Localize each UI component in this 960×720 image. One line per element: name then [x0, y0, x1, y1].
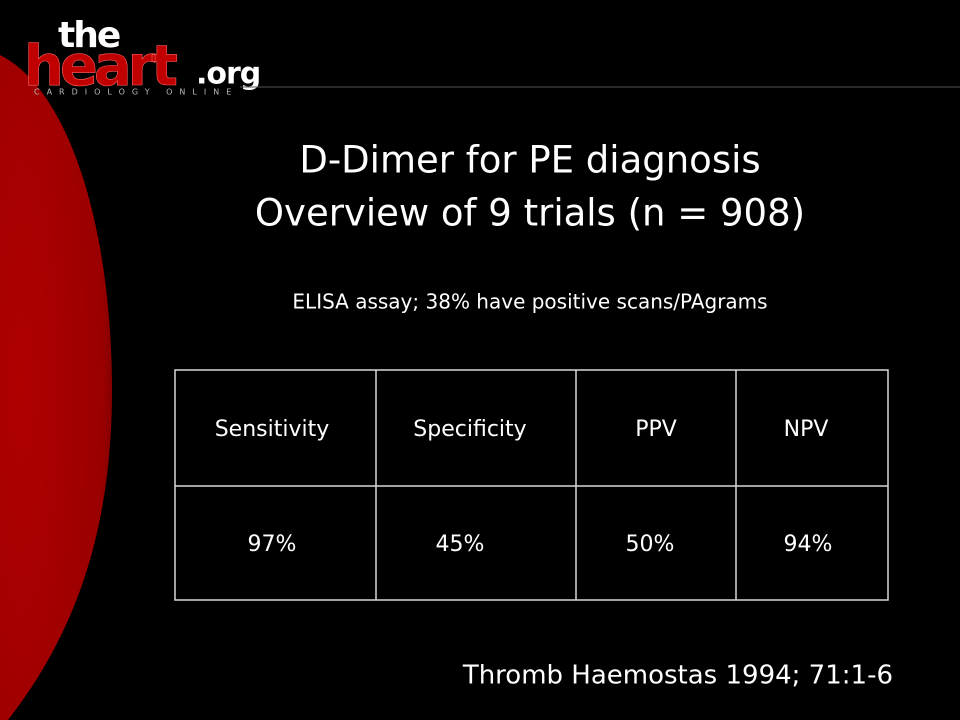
title-line: D-Dimer for PE diagnosis — [299, 139, 760, 182]
logo-heart: heart — [24, 34, 177, 99]
table-cell: 97% — [248, 532, 297, 557]
table-cell: 50% — [626, 532, 675, 557]
table-cell: 45% — [436, 532, 485, 557]
table: Sensitivity Specificity PPV NPV 97% 45% … — [174, 369, 889, 601]
table-cell: 94% — [784, 532, 833, 557]
subtitle: ELISA assay; 38% have positive scans/PAg… — [292, 290, 767, 314]
logo-tagline: CARDIOLOGY ONLINE — [34, 88, 238, 97]
table-header: Sensitivity — [215, 417, 330, 442]
table-header: NPV — [784, 417, 829, 442]
logo-the: the — [58, 15, 120, 56]
citation: Thromb Haemostas 1994; 71:1-6 — [462, 661, 893, 691]
title-line: Overview of 9 trials (n = 908) — [255, 192, 805, 235]
red-swoosh — [0, 55, 112, 720]
table-header: PPV — [635, 417, 677, 442]
logo-org: .org — [196, 57, 260, 92]
table-header: Specificity — [413, 417, 526, 442]
table-border — [174, 369, 889, 601]
logo: the heart .org CARDIOLOGY ONLINE — [24, 15, 960, 99]
